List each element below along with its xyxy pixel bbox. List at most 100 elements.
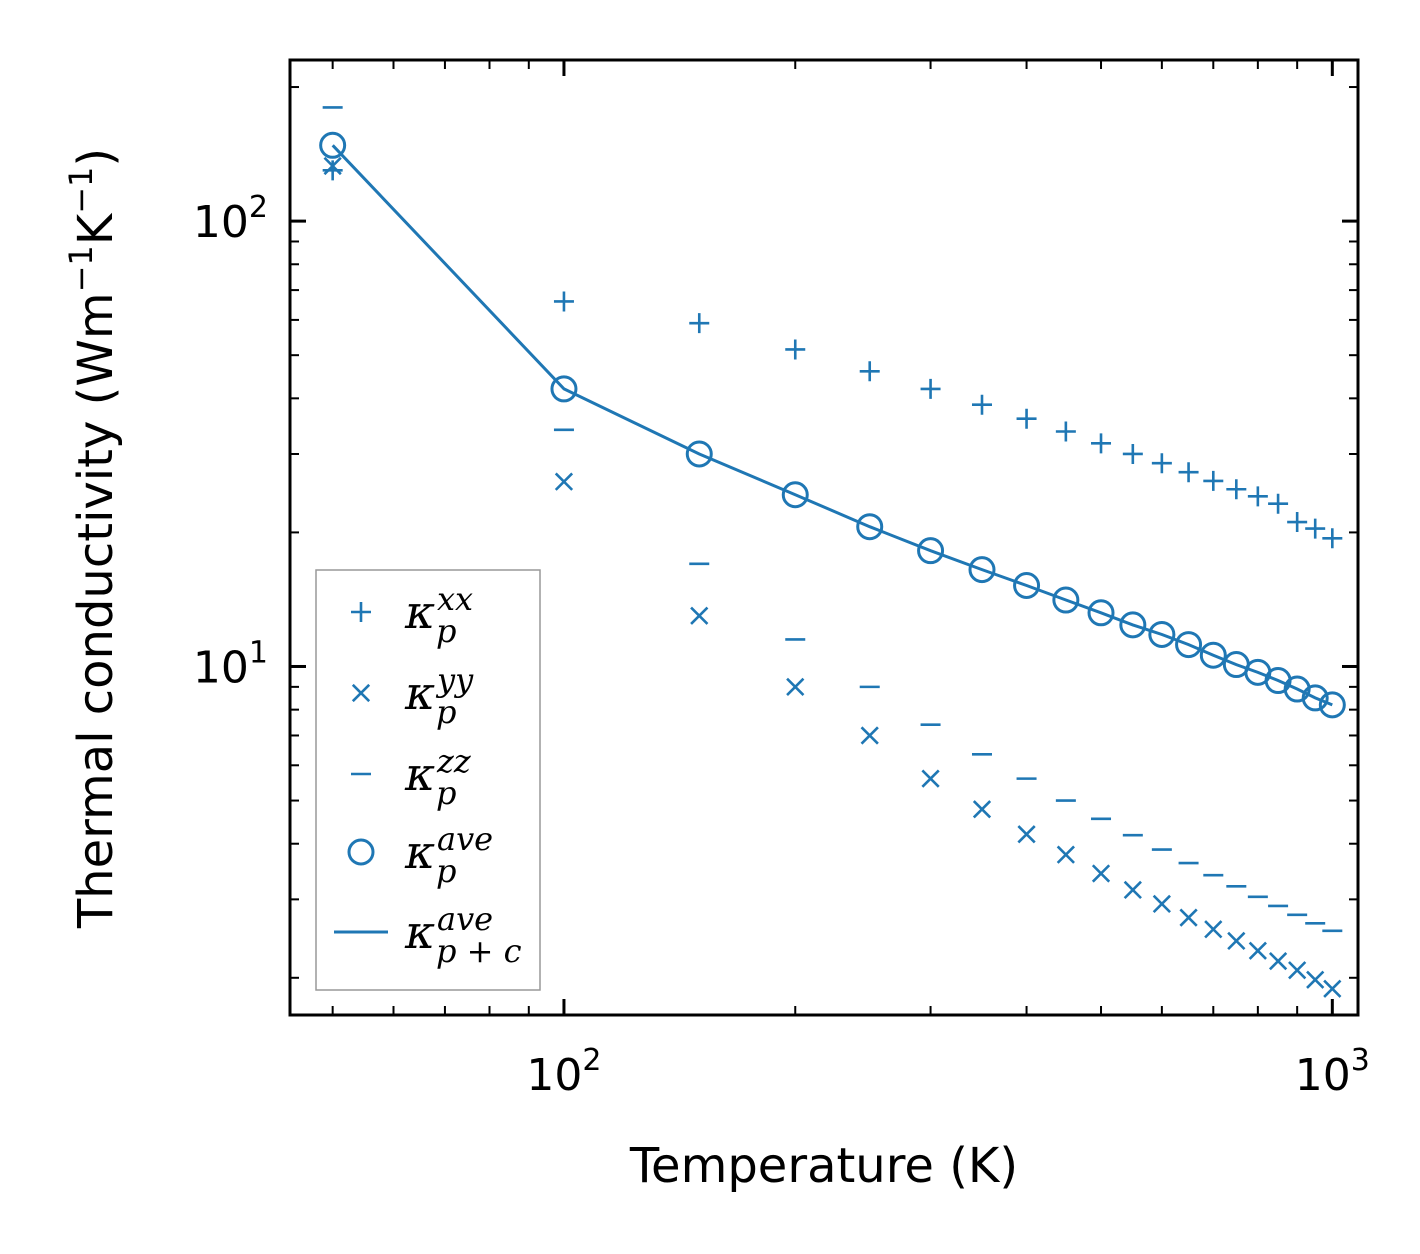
data-point-kappa_p_yy (1123, 880, 1142, 900)
legend-label: κ (404, 905, 435, 959)
series-line-kappa_p+c_ave (331, 144, 1333, 707)
x-tick-label-base: 10 (526, 1050, 582, 1101)
data-point-kappa_p_ave (968, 556, 996, 584)
legend-label: κ (404, 585, 435, 639)
x-axis-label: Temperature (K) (629, 1138, 1018, 1194)
legend-label-base: κ (404, 666, 435, 720)
data-point-kappa_p_xx (859, 361, 880, 382)
data-point-kappa_p_yy (323, 156, 342, 176)
data-point-kappa_p_xx (322, 160, 343, 181)
data-point-kappa_p_yy (1056, 845, 1075, 864)
data-point-kappa_p_ave (685, 440, 713, 468)
legend-label-base: κ (404, 905, 435, 959)
legend-label-superscript: zz (436, 742, 472, 780)
data-point-kappa_p_ave (781, 481, 809, 509)
data-point-kappa_p_xx (1091, 433, 1112, 454)
y-tick-label-exponent: 2 (249, 190, 268, 225)
y-axis-label-end: ) (68, 148, 124, 167)
y-tick-label: 101 (193, 635, 268, 693)
plot-frame (288, 58, 1360, 1017)
data-point-kappa_p_ave (550, 375, 578, 403)
data-point-kappa_p_ave (856, 513, 884, 541)
data-point-kappa_p_xx (785, 339, 806, 360)
data-point-kappa_p_xx (689, 313, 710, 334)
legend-marker-x (351, 683, 371, 703)
x-tick-label-exponent: 3 (1351, 1043, 1370, 1078)
data-point-kappa_p_yy (690, 606, 709, 625)
data-point-kappa_p_xx (920, 378, 941, 399)
data-point-kappa_p_yy (1091, 864, 1111, 883)
legend-label-superscript: ave (437, 900, 493, 938)
data-point-kappa_p_xx (1016, 408, 1037, 429)
y-tick-label-exponent: 1 (249, 635, 268, 670)
data-point-kappa_p_xx (553, 291, 574, 312)
legend-label-base: κ (404, 825, 435, 879)
y-tick-label: 102 (193, 190, 268, 248)
data-point-kappa_p_yy (1323, 979, 1342, 998)
legend-label-subscript: p (436, 612, 456, 650)
data-point-kappa_p_xx (1122, 443, 1143, 464)
data-point-kappa_p_yy (1227, 931, 1246, 951)
y-axis-label-sup2: −1 (62, 167, 100, 214)
data-point-kappa_p_xx (1322, 528, 1343, 549)
data-point-kappa_p_xx (1203, 470, 1224, 491)
data-point-kappa_p_yy (1179, 908, 1198, 927)
data-point-kappa_p_ave (1119, 611, 1147, 639)
y-axis-label-sup1: −1 (62, 245, 100, 292)
data-point-kappa_p_yy (860, 726, 879, 745)
legend-label: κ (404, 825, 435, 879)
data-point-kappa_p_yy (1268, 952, 1288, 971)
data-point-kappa_p_yy (1204, 920, 1223, 939)
x-tick-label: 103 (1295, 1043, 1370, 1101)
x-tick-label-base: 10 (1295, 1050, 1351, 1101)
y-tick-label-base: 10 (193, 642, 249, 693)
legend-label-subscript: p (436, 774, 456, 812)
legend-label-subscript: p + c (436, 932, 522, 970)
data-point-kappa_p_yy (1248, 941, 1267, 960)
data-point-kappa_p_yy (554, 472, 574, 491)
data-point-kappa_p_ave (1148, 620, 1176, 648)
y-axis-label: Thermal conductivity (Wm−1K−1) (62, 148, 124, 929)
data-point-kappa_p_ave (1318, 691, 1346, 719)
data-point-kappa_p_xx (1151, 453, 1172, 474)
legend-label-superscript: yy (435, 661, 474, 699)
legend-box (315, 569, 541, 991)
data-point-kappa_p_ave (1175, 631, 1203, 659)
data-point-kappa_p_ave (1052, 586, 1080, 614)
data-point-kappa_p_ave (1199, 641, 1227, 669)
y-axis-label-main: Thermal conductivity (Wm (68, 292, 124, 929)
data-point-kappa_p_xx (971, 394, 992, 415)
legend-marker-circle (347, 838, 375, 866)
data-point-kappa_p_ave (319, 131, 347, 159)
data-point-kappa_p_yy (1288, 961, 1307, 980)
data-point-kappa_p_ave (917, 537, 945, 565)
data-point-kappa_p_xx (1305, 518, 1326, 539)
legend-label: κ (404, 666, 435, 720)
legend-label-subscript: p (436, 693, 456, 731)
y-tick-label-base: 10 (193, 197, 249, 248)
data-point-kappa_p_yy (1017, 825, 1036, 844)
data-point-kappa_p_yy (786, 677, 805, 696)
data-marks (319, 106, 1346, 998)
data-point-kappa_p_yy (1306, 970, 1325, 989)
legend-label-subscript: p (436, 852, 456, 890)
data-point-kappa_p_xx (1055, 421, 1076, 442)
x-tick-label-exponent: 2 (582, 1043, 601, 1078)
data-point-kappa_p_xx (1226, 479, 1247, 500)
x-tick-label: 102 (526, 1043, 601, 1101)
legend-marker-plus (351, 602, 371, 622)
legend-label-superscript: ave (437, 820, 493, 858)
data-point-kappa_p_xx (1247, 486, 1268, 507)
legend-label: κ (404, 747, 435, 801)
legend-label-base: κ (404, 585, 435, 639)
data-point-kappa_p_yy (972, 800, 992, 819)
data-point-kappa_p_yy (1152, 894, 1171, 914)
data-point-kappa_p_xx (1287, 512, 1308, 533)
data-point-kappa_p_yy (921, 769, 940, 788)
data-point-kappa_p_ave (1013, 571, 1041, 599)
y-axis-label-mid: K (68, 212, 124, 245)
